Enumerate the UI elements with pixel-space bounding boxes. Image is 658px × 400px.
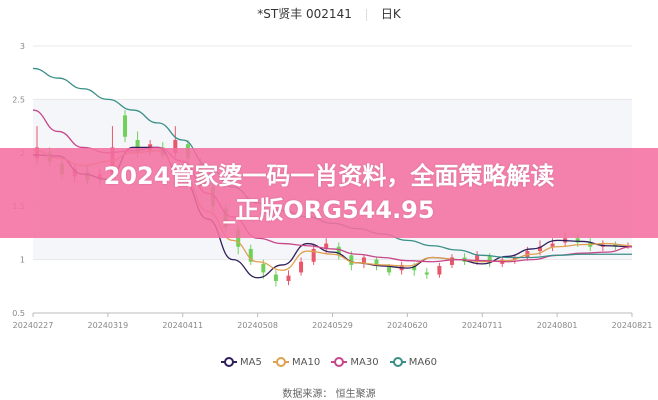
legend-item-ma30[interactable]: MA30 [331,357,379,368]
divider [365,8,367,21]
candle-body [437,266,442,275]
candle-body [349,255,354,265]
x-tick-label: 20240227 [13,321,54,330]
candle-body [475,255,480,262]
x-tick-label: 20240319 [88,321,129,330]
candle-body [336,246,341,255]
candle-body [248,248,253,262]
candle-body [550,243,555,247]
legend-item-ma10[interactable]: MA10 [273,357,320,368]
candle-body [374,259,379,267]
candle-body [412,266,417,271]
candle-body [449,257,454,265]
candle-body [236,229,241,247]
candle-body [299,261,304,273]
legend-item-ma60[interactable]: MA60 [389,357,437,368]
candle-body [135,139,140,153]
legend: MA5 MA10 MA30 MA60 [0,357,658,368]
stock-name: *ST贤丰 002141 [257,7,352,21]
candle-body [424,272,429,275]
candle-body [123,115,128,137]
legend-marker-icon [389,357,406,367]
chart-title: *ST贤丰 002141 日K [0,5,658,22]
candle-body [311,248,316,262]
data-source: 数据来源： 恒生聚源 [282,389,376,400]
candle-body [537,246,542,252]
legend-item-ma5[interactable]: MA5 [220,357,262,368]
legend-marker-icon [273,357,290,367]
y-tick-label: 3 [20,42,25,51]
candle-body [487,256,492,263]
y-tick-label: 1 [20,256,25,265]
legend-marker-icon [220,357,237,367]
banner-line-1: 2024管家婆一码一肖资料，全面策略解读 [103,162,555,190]
x-tick-label: 20240508 [237,321,278,330]
x-tick-label: 20240801 [537,321,578,330]
x-tick-label: 20240529 [312,321,353,330]
candle-body [324,243,329,249]
candle-body [361,257,366,264]
x-tick-label: 20240411 [162,321,203,330]
legend-marker-icon [331,357,348,367]
banner-line-2: _正版ORG544.95 [223,196,435,224]
candle-body [273,274,278,281]
period-label[interactable]: 日K [380,7,401,21]
candle-body [261,263,266,273]
candle-body [173,139,178,153]
x-tick-label: 20240821 [612,321,653,330]
candle-body [575,238,580,243]
y-tick-label: 2.5 [12,95,25,104]
x-tick-label: 20240711 [462,321,503,330]
candle-body [512,257,517,260]
y-tick-label: 0.5 [12,309,25,318]
candle-body [286,275,291,281]
overlay-banner: 2024管家婆一码一肖资料，全面策略解读 _正版ORG544.95 [0,148,658,238]
candle-body [387,267,392,273]
line-ma5 [32,146,633,279]
x-tick-label: 20240620 [387,321,428,330]
